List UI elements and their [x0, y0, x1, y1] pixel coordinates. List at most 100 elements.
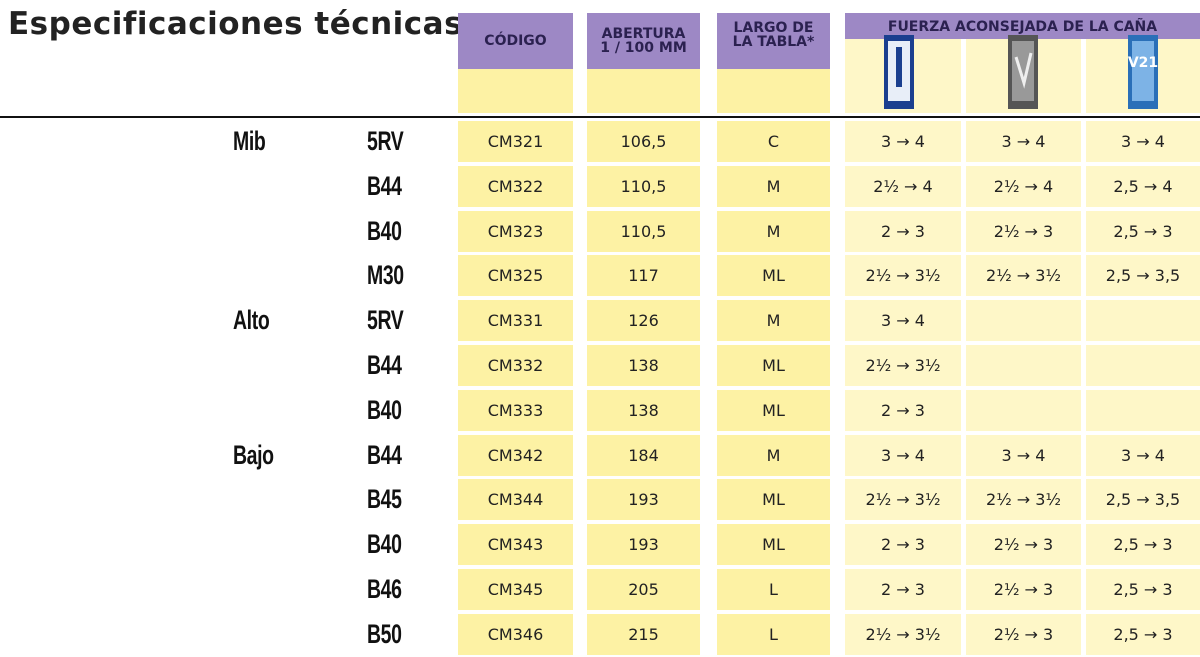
table-cell: 2½ → 4: [966, 165, 1081, 207]
table-cell: 3 → 4: [966, 434, 1081, 476]
table-cell: [966, 345, 1081, 386]
table-cell: [966, 300, 1081, 342]
model-label: B44: [367, 170, 402, 201]
table-cell: 3 → 4: [1086, 434, 1200, 476]
header-text: CÓDIGO: [484, 33, 547, 49]
table-cell: 2 → 3: [845, 210, 961, 252]
model-label: M30: [367, 260, 404, 291]
header-text: ABERTURA: [601, 26, 686, 42]
table-cell: 2½ → 3½: [845, 613, 961, 655]
table-cell: L: [717, 613, 830, 655]
table-cell: M: [717, 434, 830, 476]
table-cell: 2,5 → 3,5: [1086, 479, 1200, 521]
table-cell: ML: [717, 389, 830, 431]
table-cell: 126: [587, 300, 700, 342]
svg-text:V21: V21: [1128, 55, 1158, 71]
table-cell: 2,5 → 3: [1086, 569, 1200, 610]
table-cell: CM344: [458, 479, 573, 521]
table-cell: ML: [717, 524, 830, 566]
table-cell: 2,5 → 3: [1086, 524, 1200, 566]
header-cell: ABERTURA 1 / 100 MM: [587, 13, 700, 69]
table-cell: CM325: [458, 255, 573, 297]
table-cell: 2½ → 3½: [966, 479, 1081, 521]
table-cell: 2½ → 3: [966, 613, 1081, 655]
table-cell: 193: [587, 479, 700, 521]
model-label: B40: [367, 529, 402, 560]
table-cell: [1086, 389, 1200, 431]
table-cell: CM322: [458, 165, 573, 207]
group-label: Alto: [233, 305, 270, 336]
table-cell: 2½ → 3: [966, 524, 1081, 566]
table-cell: 184: [587, 434, 700, 476]
table-cell: ML: [717, 345, 830, 386]
table-cell: CM333: [458, 389, 573, 431]
table-cell: 110,5: [587, 165, 700, 207]
table-cell: 3 → 4: [966, 121, 1081, 162]
reed-box-icon: [1008, 35, 1038, 109]
table-cell: ML: [717, 255, 830, 297]
reed-box-icon: [884, 35, 914, 109]
table-cell: 2,5 → 3: [1086, 210, 1200, 252]
table-cell: CM321: [458, 121, 573, 162]
table-cell: CM342: [458, 434, 573, 476]
table-cell: [1086, 345, 1200, 386]
table-cell: 193: [587, 524, 700, 566]
header-cell: LARGO DE LA TABLA*: [717, 13, 830, 69]
table-cell: 2 → 3: [845, 569, 961, 610]
header-cell: CÓDIGO: [458, 13, 573, 69]
model-label: B40: [367, 394, 402, 425]
table-cell: 2,5 → 4: [1086, 165, 1200, 207]
model-label: B44: [367, 350, 402, 380]
table-cell: CM331: [458, 300, 573, 342]
header-text: LA TABLA*: [732, 34, 815, 50]
table-cell: 205: [587, 569, 700, 610]
table-cell: CM332: [458, 345, 573, 386]
table-cell: 110,5: [587, 210, 700, 252]
header-cell: FUERZA ACONSEJADA DE LA CAÑA: [845, 13, 1200, 39]
table-cell: M: [717, 210, 830, 252]
table-cell: [1086, 300, 1200, 342]
table-cell: 3 → 4: [1086, 121, 1200, 162]
table-cell: 2½ → 3½: [845, 345, 961, 386]
table-cell: M: [717, 300, 830, 342]
table-cell: 106,5: [587, 121, 700, 162]
model-label: B40: [367, 215, 402, 246]
table-cell: CM345: [458, 569, 573, 610]
table-cell: 215: [587, 613, 700, 655]
table-cell: 2 → 3: [845, 389, 961, 431]
model-label: B44: [367, 439, 402, 470]
reed-box-icon: V21: [1128, 35, 1158, 109]
model-label: B45: [367, 484, 402, 515]
table-cell: 2½ → 3½: [845, 479, 961, 521]
table-cell: 2½ → 4: [845, 165, 961, 207]
header-text: LARGO DE: [733, 20, 814, 36]
table-cell: 2½ → 3: [966, 210, 1081, 252]
table-cell: C: [717, 121, 830, 162]
table-cell: 2,5 → 3,5: [1086, 255, 1200, 297]
table-cell: ML: [717, 479, 830, 521]
header-text: 1 / 100 MM: [600, 40, 687, 56]
table-cell: CM323: [458, 210, 573, 252]
table-cell: CM346: [458, 613, 573, 655]
table-cell: [966, 389, 1081, 431]
table-cell: 2½ → 3½: [845, 255, 961, 297]
header-text: FUERZA ACONSEJADA DE LA CAÑA: [887, 19, 1158, 35]
table-cell: 3 → 4: [845, 434, 961, 476]
group-label: Bajo: [233, 439, 274, 470]
group-label: Mib: [233, 126, 266, 156]
table-cell: 2 → 3: [845, 524, 961, 566]
model-label: 5RV: [367, 305, 404, 336]
table-cell: 3 → 4: [845, 300, 961, 342]
model-label: 5RV: [367, 126, 404, 156]
table-cell: CM343: [458, 524, 573, 566]
table-cell: 117: [587, 255, 700, 297]
title: Especificaciones técnicas: [8, 6, 464, 42]
table-cell: 138: [587, 345, 700, 386]
table-cell: 3 → 4: [845, 121, 961, 162]
table-cell: 2½ → 3½: [966, 255, 1081, 297]
table-cell: 2½ → 3: [966, 569, 1081, 610]
table-cell: 2,5 → 3: [1086, 613, 1200, 655]
divider: [0, 116, 1200, 118]
model-label: B50: [367, 618, 402, 649]
